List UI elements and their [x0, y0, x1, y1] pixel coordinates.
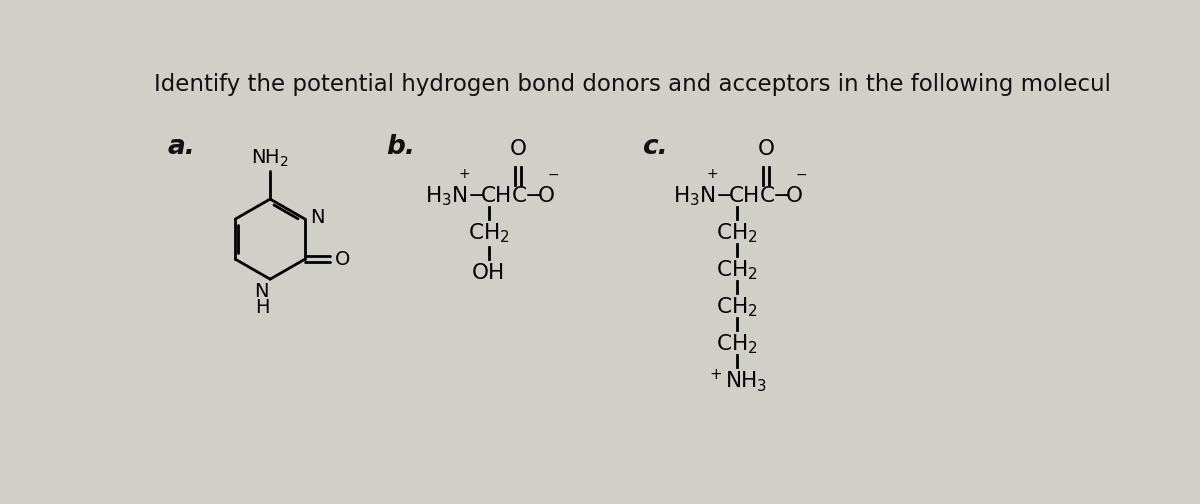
Text: −: −: [524, 186, 542, 206]
Text: −: −: [796, 167, 806, 181]
Text: CH$_2$: CH$_2$: [716, 221, 757, 245]
Text: Identify the potential hydrogen bond donors and acceptors in the following molec: Identify the potential hydrogen bond don…: [154, 73, 1111, 96]
Text: c.: c.: [642, 135, 667, 160]
Text: $^+$NH$_3$: $^+$NH$_3$: [706, 367, 767, 394]
Text: C: C: [760, 186, 775, 206]
Text: O: O: [538, 186, 554, 206]
Text: O: O: [786, 186, 803, 206]
Text: CH$_2$: CH$_2$: [468, 221, 510, 245]
Text: NH$_2$: NH$_2$: [251, 148, 289, 169]
Text: N: N: [311, 208, 325, 227]
Text: −: −: [547, 167, 559, 181]
Text: CH$_2$: CH$_2$: [716, 258, 757, 282]
Text: a.: a.: [167, 135, 194, 160]
Text: CH: CH: [728, 186, 760, 206]
Text: OH: OH: [472, 263, 505, 283]
Text: −: −: [773, 186, 791, 206]
Text: CH: CH: [481, 186, 512, 206]
Text: C: C: [512, 186, 527, 206]
Text: O: O: [758, 139, 775, 159]
Text: −: −: [468, 186, 486, 206]
Text: H$_3$N: H$_3$N: [425, 184, 468, 208]
Text: O: O: [335, 249, 350, 269]
Text: N: N: [254, 282, 269, 301]
Text: +: +: [458, 167, 469, 181]
Text: CH$_2$: CH$_2$: [716, 332, 757, 356]
Text: −: −: [715, 186, 733, 206]
Text: CH$_2$: CH$_2$: [716, 295, 757, 319]
Text: b.: b.: [386, 135, 415, 160]
Text: H$_3$N: H$_3$N: [673, 184, 715, 208]
Text: O: O: [510, 139, 527, 159]
Text: +: +: [706, 167, 718, 181]
Text: H: H: [254, 298, 269, 317]
